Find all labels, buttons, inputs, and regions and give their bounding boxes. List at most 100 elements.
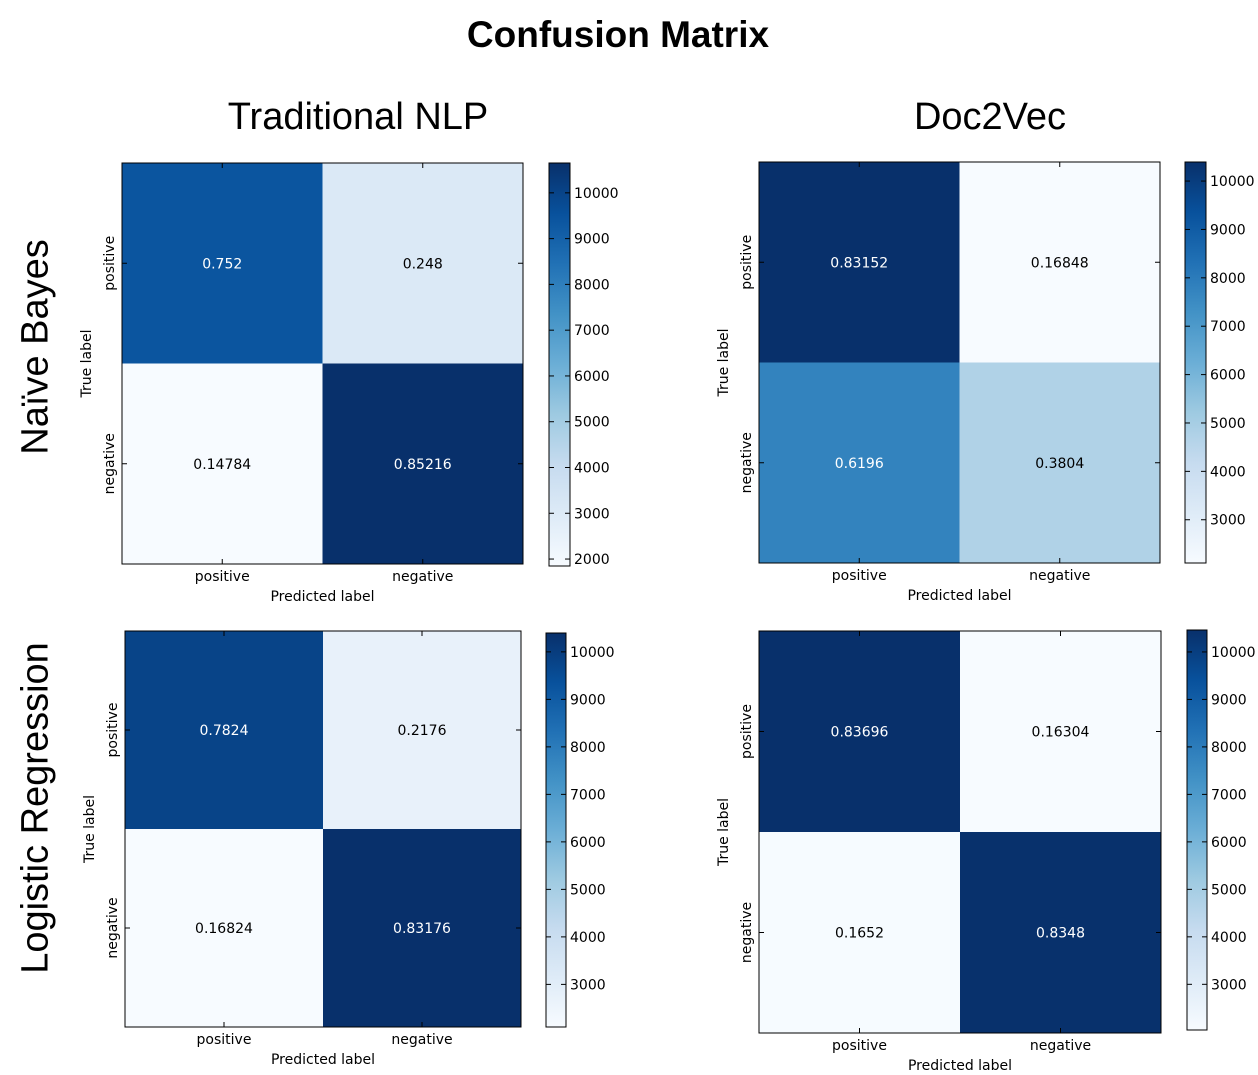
matrix-cell-positive-negative [322, 163, 523, 364]
matrix-cell-negative-positive [125, 829, 323, 1027]
column-title-traditional-nlp: Traditional NLP [227, 96, 489, 138]
y-axis-label: True label [716, 798, 732, 867]
colorbar-tick-label: 9000 [1211, 692, 1247, 708]
colorbar-tick-label: 7000 [574, 323, 610, 339]
colorbar-tick-label: 4000 [574, 460, 610, 476]
y-tick-label-positive: positive [105, 703, 121, 758]
y-tick-label-negative: negative [739, 432, 755, 493]
colorbar-tick-label: 2000 [574, 552, 610, 568]
matrix-cell-negative-negative [960, 832, 1161, 1033]
cell-value-label: 0.83696 [831, 725, 889, 741]
matrix-cell-positive-positive [125, 631, 323, 829]
cell-value-label: 0.3804 [1035, 456, 1084, 472]
colorbar-tick-label: 9000 [1210, 222, 1246, 238]
matrix-cell-negative-positive [759, 362, 960, 563]
matrix-cell-negative-negative [959, 362, 1160, 563]
x-tick-label-negative: negative [1029, 568, 1090, 584]
colorbar-tick-label: 6000 [570, 835, 606, 851]
colorbar-tick-label: 10000 [1210, 174, 1255, 190]
cell-value-label: 0.83176 [393, 921, 451, 937]
y-tick-label-positive: positive [739, 704, 755, 759]
colorbar-tick-label: 3000 [570, 977, 606, 993]
y-tick-label-negative: negative [105, 897, 121, 958]
cell-value-label: 0.14784 [193, 457, 251, 473]
cell-value-label: 0.16824 [195, 921, 253, 937]
colorbar-tick-label: 4000 [1210, 464, 1246, 480]
x-tick-label-negative: negative [391, 1032, 452, 1048]
matrix-cell-negative-positive [122, 363, 323, 564]
colorbar-tick-label: 6000 [1210, 368, 1246, 384]
colorbar-tick-label: 8000 [574, 277, 610, 293]
cell-value-label: 0.1652 [835, 926, 884, 942]
colorbar-tick-label: 5000 [1210, 416, 1246, 432]
y-axis-label: True label [716, 328, 732, 397]
colorbar-tick-label: 3000 [574, 506, 610, 522]
colorbar [548, 162, 571, 567]
matrix-cell-positive-negative [323, 631, 521, 829]
x-tick-label-positive: positive [197, 1032, 252, 1048]
y-tick-label-negative: negative [102, 433, 118, 494]
matrix-cell-positive-positive [122, 163, 323, 364]
x-tick-label-positive: positive [832, 1038, 887, 1054]
y-axis-label: True label [79, 329, 95, 398]
matrix-cell-positive-positive [759, 631, 960, 832]
cell-value-label: 0.8348 [1036, 926, 1085, 942]
colorbar-tick-label: 8000 [1210, 271, 1246, 287]
colorbar-tick-label: 5000 [574, 415, 610, 431]
colorbar-tick-label: 7000 [570, 787, 606, 803]
cell-value-label: 0.7824 [200, 723, 249, 739]
colorbar-tick-label: 8000 [1211, 740, 1247, 756]
colorbar-tick-label: 3000 [1211, 977, 1247, 993]
matrix-cell-positive-positive [759, 162, 960, 363]
cell-value-label: 0.16304 [1032, 725, 1090, 741]
cell-value-label: 0.2176 [398, 723, 447, 739]
x-axis-label: Predicted label [271, 1052, 375, 1068]
cell-value-label: 0.16848 [1031, 255, 1089, 271]
matrix-cell-positive-negative [959, 162, 1160, 363]
colorbar-tick-label: 9000 [570, 692, 606, 708]
colorbar-tick-label: 6000 [1211, 835, 1247, 851]
y-tick-label-positive: positive [102, 236, 118, 291]
cell-value-label: 0.6196 [835, 456, 884, 472]
matrix-cell-negative-positive [759, 832, 960, 1033]
cell-value-label: 0.752 [202, 256, 242, 272]
x-tick-label-negative: negative [392, 569, 453, 585]
cell-value-label: 0.248 [403, 256, 443, 272]
matrix-frame [121, 162, 524, 565]
colorbar-tick-label: 7000 [1211, 787, 1247, 803]
colorbar [1184, 161, 1207, 564]
x-axis-label: Predicted label [270, 589, 374, 605]
matrix-frame [758, 161, 1161, 564]
cell-value-label: 0.83152 [830, 255, 888, 271]
column-title-doc2vec: Doc2Vec [913, 96, 1067, 138]
colorbar-tick-label: 7000 [1210, 319, 1246, 335]
colorbar-tick-label: 8000 [570, 740, 606, 756]
matrix-frame [124, 630, 522, 1028]
colorbar-tick-label: 5000 [570, 882, 606, 898]
colorbar-tick-label: 4000 [1211, 930, 1247, 946]
colorbar [1186, 629, 1208, 1031]
colorbar-tick-label: 4000 [570, 930, 606, 946]
colorbar-tick-label: 10000 [1211, 645, 1256, 661]
x-tick-label-positive: positive [832, 568, 887, 584]
matrix-frame [758, 630, 1162, 1034]
x-tick-label-positive: positive [195, 569, 250, 585]
colorbar-tick-label: 9000 [574, 232, 610, 248]
x-tick-label-negative: negative [1030, 1038, 1091, 1054]
matrix-cell-positive-negative [960, 631, 1161, 832]
colorbar-tick-label: 6000 [574, 369, 610, 385]
x-axis-label: Predicted label [907, 588, 1011, 604]
colorbar [545, 632, 567, 1028]
y-tick-label-negative: negative [739, 902, 755, 963]
colorbar-tick-label: 3000 [1210, 513, 1246, 529]
colorbar-tick-label: 10000 [570, 645, 615, 661]
matrix-cell-negative-negative [322, 363, 523, 564]
cell-value-label: 0.85216 [394, 457, 452, 473]
colorbar-tick-label: 10000 [574, 186, 619, 202]
chart-title: Confusion Matrix [466, 14, 770, 55]
y-tick-label-positive: positive [739, 235, 755, 290]
matrix-cell-negative-negative [323, 829, 521, 1027]
